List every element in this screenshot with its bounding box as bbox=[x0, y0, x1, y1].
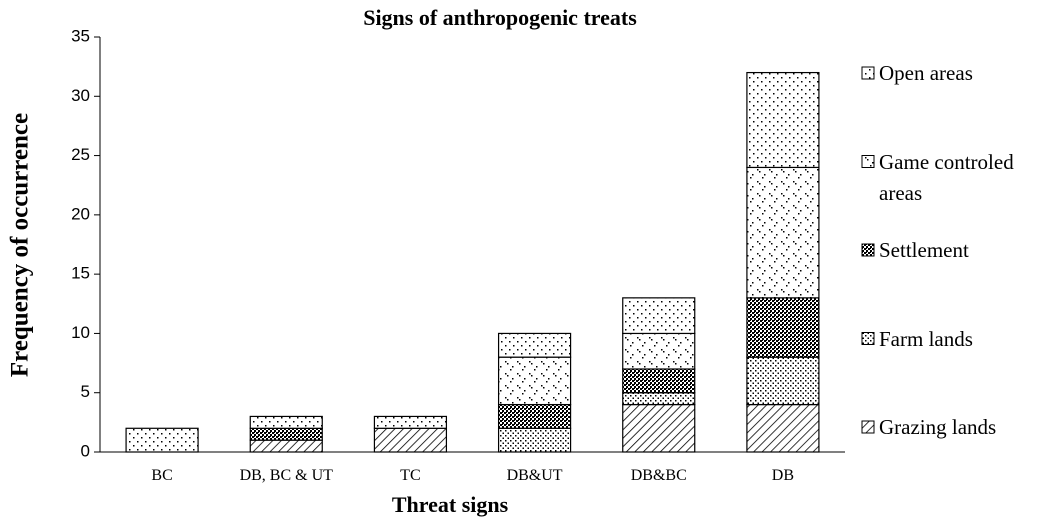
y-tick-label: 35 bbox=[71, 26, 90, 45]
bar-segment bbox=[746, 356, 820, 406]
legend-swatch bbox=[861, 420, 875, 434]
x-tick-label-box: BC bbox=[151, 467, 173, 484]
bar-segment bbox=[622, 332, 696, 370]
bar-segment bbox=[497, 332, 572, 358]
x-tick-label-box: TC bbox=[400, 467, 421, 484]
bar-segment bbox=[746, 403, 820, 453]
legend-label: Grazing lands bbox=[879, 415, 997, 439]
bar-segment bbox=[373, 427, 448, 453]
bar-segment bbox=[622, 297, 696, 335]
bar-segment bbox=[746, 71, 820, 169]
legend-label-box: Settlement bbox=[879, 238, 969, 262]
legend-label-box: Open areas bbox=[879, 61, 973, 85]
legend-swatch bbox=[861, 155, 875, 168]
x-tick-label-box: DB&UT bbox=[506, 467, 563, 484]
bar-segment bbox=[746, 297, 820, 358]
x-tick-label-box: DB&BC bbox=[630, 467, 687, 484]
chart-title: Signs of anthropogenic treats bbox=[363, 5, 637, 30]
x-tick-label: DB&BC bbox=[630, 467, 687, 484]
bar-segment bbox=[497, 356, 572, 406]
y-tick-label: 5 bbox=[81, 382, 90, 401]
bar-segment bbox=[622, 392, 696, 406]
legend-swatch bbox=[861, 66, 875, 80]
bar-segment bbox=[622, 403, 696, 453]
y-tick-label: 30 bbox=[71, 86, 90, 105]
legend-label-box: Grazing lands bbox=[879, 415, 997, 439]
bar-segment bbox=[622, 368, 696, 394]
x-axis-label: Threat signs bbox=[392, 492, 509, 517]
y-tick-label: 10 bbox=[71, 323, 90, 342]
bar-segment bbox=[249, 427, 323, 441]
legend-label: Settlement bbox=[879, 238, 969, 262]
x-tick-label-box: DB, BC & UT bbox=[239, 467, 333, 484]
bar-segment bbox=[746, 166, 820, 299]
y-tick-label: 20 bbox=[71, 204, 90, 223]
x-tick-label: TC bbox=[400, 467, 421, 484]
x-tick-label: DB bbox=[771, 467, 795, 484]
legend-label: Open areas bbox=[879, 61, 973, 85]
bar-segment bbox=[497, 403, 572, 429]
x-tick-label: DB&UT bbox=[506, 467, 563, 484]
y-tick-label: 25 bbox=[71, 145, 90, 164]
y-tick-label: 0 bbox=[81, 441, 90, 460]
x-tick-label: BC bbox=[151, 467, 173, 484]
bar-segment bbox=[249, 415, 323, 429]
x-tick-label: DB, BC & UT bbox=[239, 467, 333, 484]
x-tick-label-box: DB bbox=[771, 467, 795, 484]
legend-label-box: Game controled areas bbox=[879, 149, 1014, 205]
bar-segment bbox=[373, 415, 448, 429]
bar-segment bbox=[125, 427, 199, 453]
y-axis-label: Frequency of occurrence bbox=[7, 113, 34, 377]
bar-segment bbox=[249, 439, 323, 453]
bar-segment bbox=[497, 427, 572, 453]
legend-swatch bbox=[861, 243, 875, 257]
legend-label: Game controled areas bbox=[879, 149, 1014, 205]
legend-label: Farm lands bbox=[879, 326, 973, 351]
legend-label-box: Farm lands bbox=[879, 326, 973, 351]
legend-swatch bbox=[861, 332, 875, 345]
y-tick-label: 15 bbox=[71, 264, 90, 283]
